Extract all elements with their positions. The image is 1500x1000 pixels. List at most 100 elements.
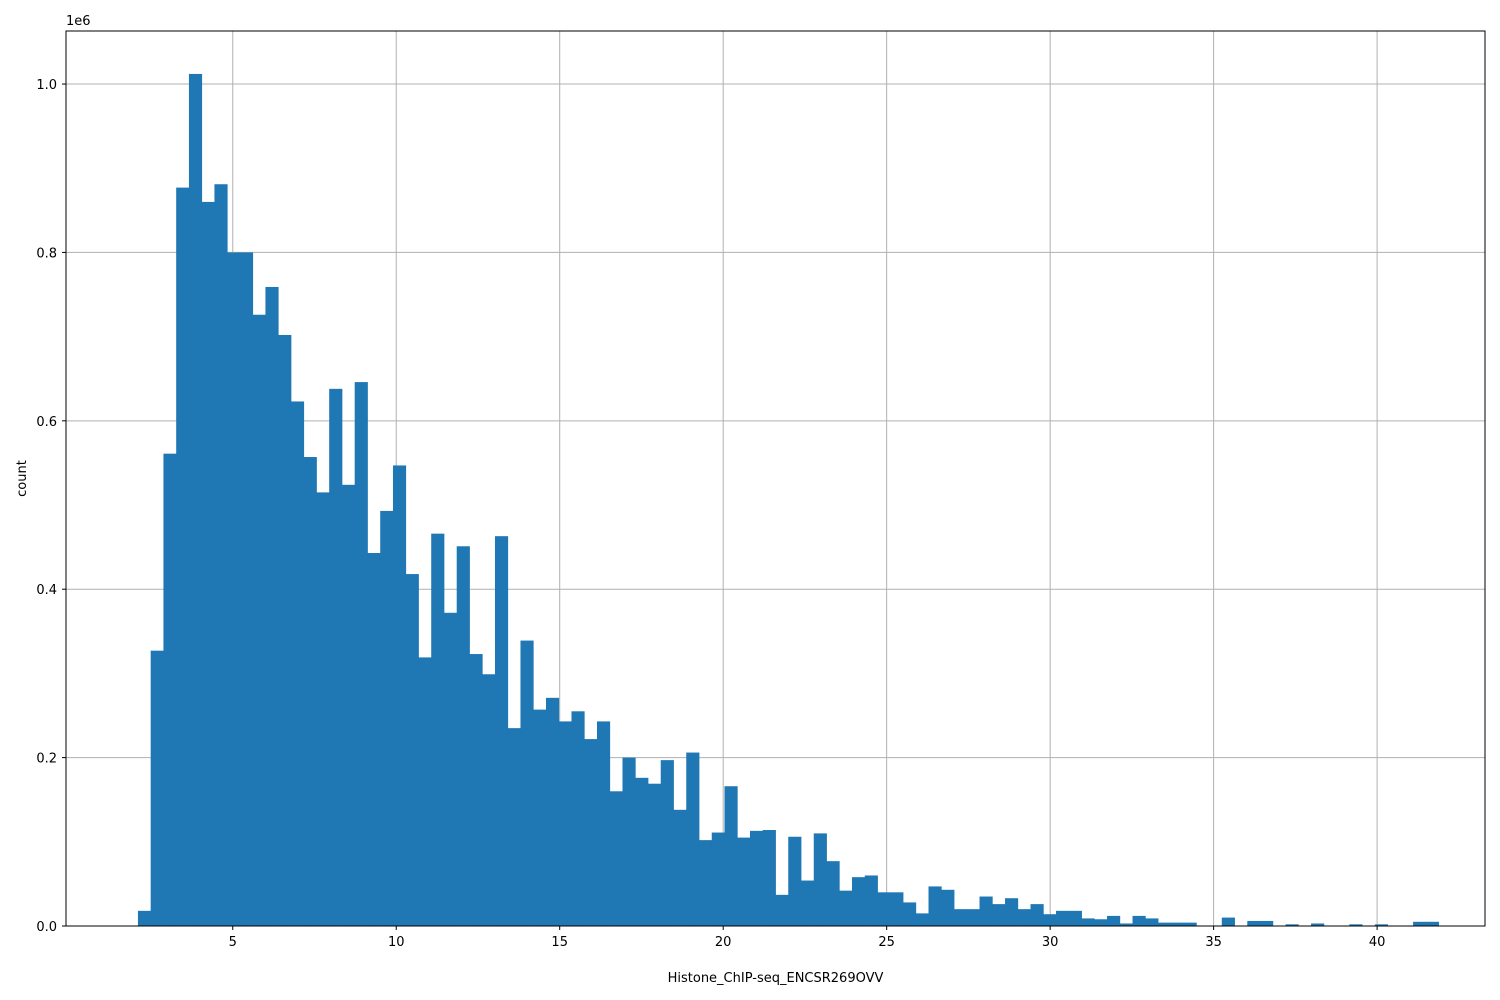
y-tick-label: 0.4	[36, 583, 57, 598]
histogram-bar	[1425, 921, 1439, 926]
histogram-bar	[533, 709, 547, 926]
histogram-bar	[775, 894, 789, 926]
x-tick-label: 10	[388, 935, 405, 950]
histogram-bar	[1221, 917, 1235, 926]
histogram-bar	[826, 861, 840, 926]
histogram-bar	[482, 674, 496, 926]
y-tick-labels: 0.0 0.2 0.4 0.6 0.8 1.0	[36, 78, 57, 935]
histogram-bar	[1068, 910, 1082, 926]
histogram-bar	[686, 752, 700, 926]
histogram-bar	[724, 786, 738, 926]
histogram-bar	[1056, 910, 1070, 926]
histogram-bar	[507, 728, 521, 926]
y-axis-label: count	[15, 460, 30, 497]
histogram-bar	[252, 314, 266, 927]
x-tick-label: 35	[1205, 935, 1222, 950]
histogram-bar	[1017, 909, 1031, 926]
histogram-bar	[813, 833, 827, 926]
x-axis-label: Histone_ChIP-seq_ENCSR269OVV	[668, 971, 884, 986]
histogram-bar	[941, 889, 955, 926]
histogram-bar	[265, 286, 279, 926]
histogram-bar	[660, 760, 674, 926]
histogram-bar	[150, 650, 164, 926]
y-tick-label: 1.0	[36, 78, 57, 93]
histogram-bar	[201, 201, 215, 926]
histogram-bar	[469, 654, 483, 926]
histogram-bar	[928, 886, 942, 926]
histogram-bar	[647, 783, 662, 926]
histogram-bar	[176, 187, 190, 927]
histogram-bar	[788, 836, 802, 926]
histogram-bar	[1081, 918, 1095, 926]
histogram-bar	[443, 612, 458, 926]
histogram-bar	[392, 465, 407, 926]
histogram-bar	[431, 533, 445, 926]
histogram-bar	[609, 791, 623, 926]
histogram-bar	[354, 382, 368, 926]
histogram-bar	[864, 875, 878, 926]
histogram-bars	[137, 73, 1439, 927]
histogram-bar	[584, 739, 598, 926]
histogram-bar	[1132, 915, 1146, 926]
plot-frame	[65, 30, 1486, 927]
histogram-bar	[558, 721, 572, 926]
histogram-bar	[380, 510, 394, 926]
histogram-bar	[290, 401, 305, 927]
x-tick-label: 30	[1042, 935, 1059, 950]
histogram-bar	[303, 457, 317, 926]
histogram-bar	[1005, 898, 1019, 926]
histogram-bar	[1107, 915, 1121, 926]
histogram-bar	[329, 388, 343, 926]
histogram-bar	[698, 840, 713, 926]
tick-marks	[62, 83, 1378, 930]
histogram-bar	[520, 640, 534, 926]
histogram-bar	[494, 536, 509, 926]
y-tick-label: 0.2	[36, 752, 57, 767]
histogram-bar	[979, 896, 993, 926]
histogram-bar	[316, 492, 330, 926]
histogram-bar	[1349, 924, 1363, 926]
histogram-bar	[214, 184, 228, 926]
histogram-bar	[635, 777, 649, 926]
histogram-bar	[1145, 918, 1159, 926]
histogram-bar	[1043, 914, 1057, 926]
histogram-bar	[954, 909, 968, 926]
histogram-bar	[992, 904, 1006, 926]
x-tick-label: 20	[715, 935, 732, 950]
histogram-bar	[188, 73, 203, 926]
x-tick-label: 5	[229, 935, 237, 950]
histogram-bar	[737, 837, 751, 926]
histogram-bar	[762, 830, 776, 926]
y-tick-label: 0.0	[36, 920, 57, 935]
histogram-bar	[456, 546, 470, 926]
histogram-bar	[278, 334, 292, 926]
histogram-bar	[1311, 923, 1325, 926]
histogram-bar	[596, 721, 611, 926]
histogram-bar	[1413, 921, 1427, 926]
y-tick-label: 0.6	[36, 415, 57, 430]
histogram-bar	[405, 574, 419, 926]
histogram-bar	[877, 892, 891, 926]
y-axis-offset-label: 1e6	[66, 14, 91, 29]
histogram-bar	[711, 832, 725, 926]
histogram-bar	[1374, 924, 1388, 926]
histogram-bar	[239, 252, 254, 926]
histogram-bar	[163, 453, 177, 926]
histogram-bar	[418, 657, 432, 926]
histogram-bar	[839, 890, 853, 926]
histogram-bar	[673, 809, 687, 926]
histogram-bar	[890, 892, 904, 926]
histogram-bar	[1260, 920, 1274, 926]
histogram-bar	[571, 711, 585, 926]
histogram-bar	[137, 910, 152, 926]
histogram-bar	[1285, 924, 1299, 926]
histogram-bar	[367, 553, 381, 926]
x-tick-label: 25	[878, 935, 895, 950]
histogram-bar	[1170, 922, 1184, 926]
y-tick-label: 0.8	[36, 246, 57, 261]
histogram-bar	[1094, 919, 1108, 926]
histogram-bar	[966, 909, 980, 926]
x-tick-labels: 5 10 15 20 25 30 35 40	[229, 935, 1386, 950]
